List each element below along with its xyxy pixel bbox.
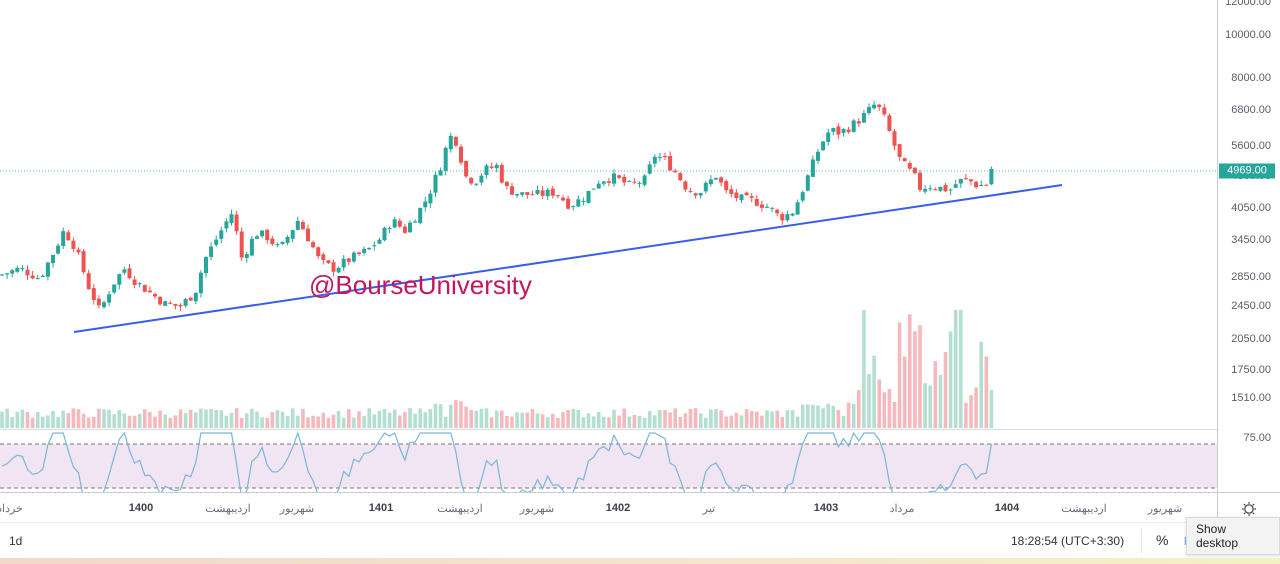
time-axis-month-label: شهریور xyxy=(1147,503,1183,515)
time-axis[interactable]: خرداد 1400 اردیبهشت شهریور 1401 اردیبهشت شهریو… xyxy=(0,492,1217,523)
price-axis-label: 5600.00 xyxy=(1231,140,1271,152)
price-axis-label: 8000.00 xyxy=(1231,72,1271,84)
pane-separator[interactable] xyxy=(0,429,1280,430)
support-trendline[interactable] xyxy=(73,184,1063,333)
price-axis-label: 4050.00 xyxy=(1231,202,1271,214)
time-axis-month-label: مرداد xyxy=(889,503,915,515)
candles xyxy=(0,100,994,311)
price-axis-label: 2450.00 xyxy=(1231,300,1271,312)
chart-settings-button[interactable] xyxy=(1217,492,1280,523)
price-axis-label: 12000.00 xyxy=(1225,0,1271,8)
time-axis-year-label: 1403 xyxy=(813,502,839,514)
price-axis-label: 6800.00 xyxy=(1231,104,1271,116)
price-axis[interactable]: 12000.0010000.008000.006800.005600.00480… xyxy=(1217,0,1280,492)
gear-icon xyxy=(1242,502,1256,516)
percent-scale-button[interactable]: % xyxy=(1156,532,1169,548)
time-axis-year-label: 1404 xyxy=(994,502,1020,514)
time-axis-year-label: 1400 xyxy=(128,502,154,514)
time-axis-month-label: اردیبهشت xyxy=(205,503,251,515)
watermark-text: @BourseUniversity xyxy=(309,270,532,300)
show-desktop-tooltip: Show desktop xyxy=(1186,517,1280,555)
volume-bars xyxy=(0,310,994,428)
desktop-background-strip xyxy=(0,558,1280,564)
time-axis-month-label: اردیبهشت xyxy=(1061,503,1107,515)
toolbar-divider xyxy=(1141,529,1142,553)
price-axis-label: 1510.00 xyxy=(1231,392,1271,404)
price-axis-label: 10000.00 xyxy=(1225,29,1271,41)
time-axis-month-label: شهریور xyxy=(279,503,315,515)
chart-pane[interactable]: @BourseUniversity xyxy=(0,0,1217,492)
price-axis-label: 2050.00 xyxy=(1231,333,1271,345)
rsi-axis-label: 75.00 xyxy=(1243,432,1271,444)
clock-display[interactable]: 18:28:54 (UTC+3:30) xyxy=(1011,534,1125,548)
time-axis-month-label: اردیبهشت xyxy=(437,503,483,515)
time-axis-year-label: 1402 xyxy=(605,502,631,514)
bottom-toolbar: 1d 18:28:54 (UTC+3:30) % log xyxy=(0,522,1280,559)
rsi-band xyxy=(0,444,1217,488)
time-axis-month-label: خرداد xyxy=(0,503,23,515)
price-axis-label: 1750.00 xyxy=(1231,364,1271,376)
price-axis-label: 3450.00 xyxy=(1231,234,1271,246)
time-axis-year-label: 1401 xyxy=(368,502,394,514)
price-axis-label: 2850.00 xyxy=(1231,271,1271,283)
time-axis-month-label: شهریور xyxy=(519,503,555,515)
candlestick-chart[interactable]: @BourseUniversity xyxy=(0,0,1217,492)
rsi-line xyxy=(1,431,992,492)
interval-button[interactable]: 1d xyxy=(9,534,23,548)
last-price-tag: 4969.00 xyxy=(1219,163,1275,179)
time-axis-month-label: تیر xyxy=(702,503,716,515)
